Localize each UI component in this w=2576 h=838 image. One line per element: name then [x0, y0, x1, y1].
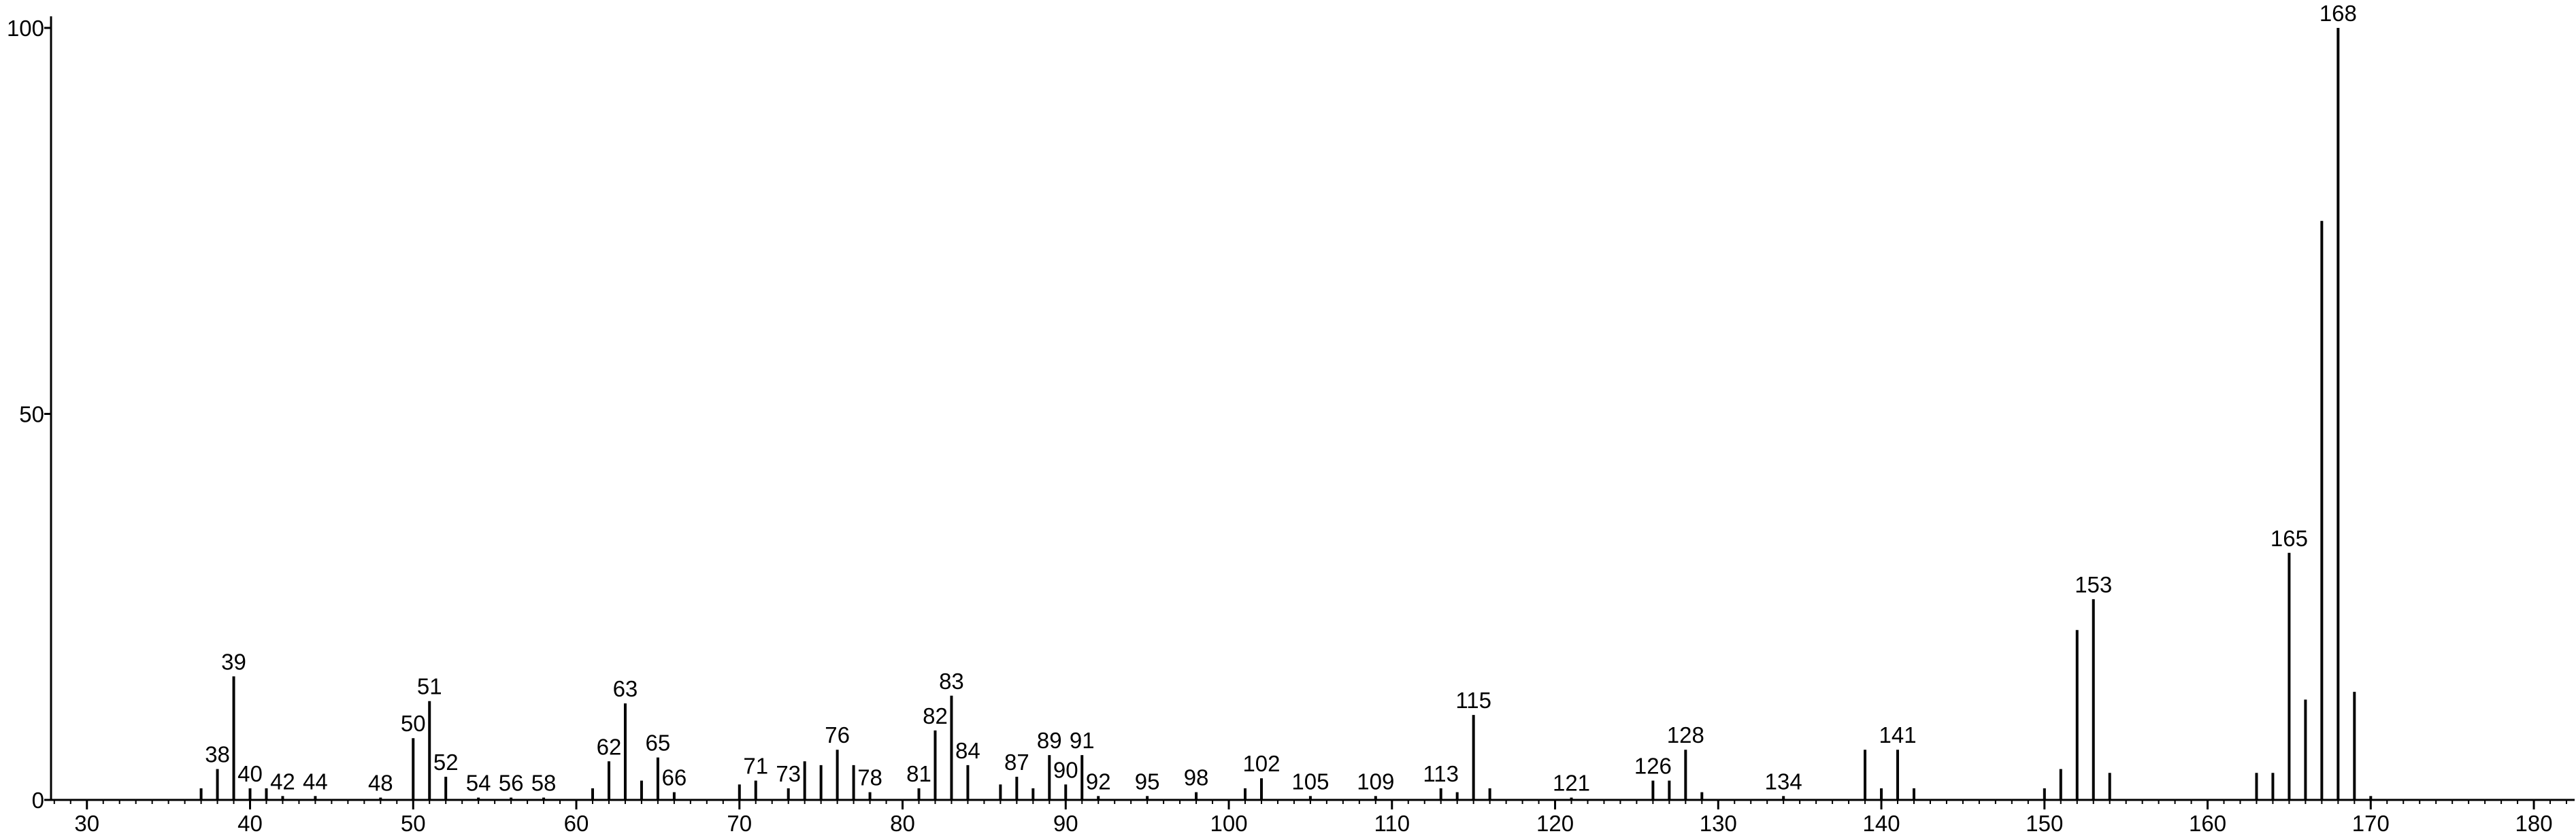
peak-label: 113 [1423, 761, 1459, 786]
peak-label: 52 [433, 750, 459, 775]
peak-label: 82 [923, 703, 948, 728]
y-tick-label: 100 [7, 16, 44, 41]
peak-label: 62 [597, 734, 622, 759]
peak-label: 92 [1086, 769, 1111, 794]
peak-label: 65 [646, 731, 671, 756]
peak-label: 90 [1053, 757, 1078, 782]
peak-label: 168 [2319, 1, 2357, 26]
x-tick-label: 180 [2515, 811, 2553, 836]
x-tick-label: 150 [2026, 811, 2063, 836]
peak-label: 56 [499, 771, 524, 796]
peak-label: 109 [1357, 769, 1394, 794]
peak-label: 50 [401, 711, 426, 736]
peak-label: 42 [270, 769, 295, 794]
x-tick-label: 50 [401, 811, 426, 836]
x-tick-label: 170 [2352, 811, 2390, 836]
peak-label: 98 [1184, 765, 1209, 790]
x-tick-label: 60 [564, 811, 589, 836]
peak-label: 39 [221, 649, 246, 674]
x-tick-label: 100 [1210, 811, 1247, 836]
x-tick-label: 140 [1863, 811, 1900, 836]
peak-label: 121 [1553, 771, 1590, 796]
peak-label: 115 [1455, 688, 1491, 713]
peak-label: 105 [1291, 769, 1329, 794]
x-tick-label: 130 [1700, 811, 1737, 836]
peak-label: 71 [743, 754, 768, 779]
peak-label: 153 [2075, 572, 2112, 597]
peak-label: 76 [825, 722, 850, 748]
peak-label: 87 [1004, 750, 1029, 775]
peak-label: 63 [613, 676, 638, 701]
peak-label: 81 [906, 761, 931, 786]
peak-label: 48 [368, 771, 393, 796]
peak-label: 91 [1070, 728, 1095, 753]
peak-label: 66 [662, 765, 687, 790]
x-tick-label: 30 [74, 811, 99, 836]
peak-label: 51 [417, 674, 442, 699]
peak-label: 141 [1879, 722, 1916, 748]
peak-label: 165 [2270, 526, 2308, 551]
peak-label: 83 [939, 669, 964, 694]
peak-label: 73 [776, 761, 801, 786]
peak-label: 95 [1135, 769, 1160, 794]
peak-label: 89 [1037, 728, 1062, 753]
peak-label: 38 [205, 742, 230, 767]
peak-label: 128 [1667, 722, 1704, 748]
x-tick-label: 110 [1374, 811, 1410, 836]
peak-label: 102 [1242, 751, 1280, 776]
x-tick-label: 120 [1536, 811, 1574, 836]
x-tick-label: 40 [237, 811, 263, 836]
peak-label: 78 [857, 765, 882, 790]
peak-label: 40 [237, 761, 263, 786]
peak-label: 54 [466, 771, 491, 796]
x-tick-label: 90 [1053, 811, 1078, 836]
peak-label: 126 [1634, 754, 1672, 779]
x-tick-label: 80 [890, 811, 915, 836]
x-tick-label: 160 [2189, 811, 2226, 836]
peak-label: 58 [531, 771, 557, 796]
y-tick-label: 50 [19, 402, 44, 427]
peak-label: 134 [1765, 769, 1802, 794]
x-tick-label: 70 [727, 811, 752, 836]
peak-label: 44 [303, 769, 328, 794]
peak-label: 84 [955, 738, 980, 763]
y-tick-label: 0 [32, 788, 44, 813]
